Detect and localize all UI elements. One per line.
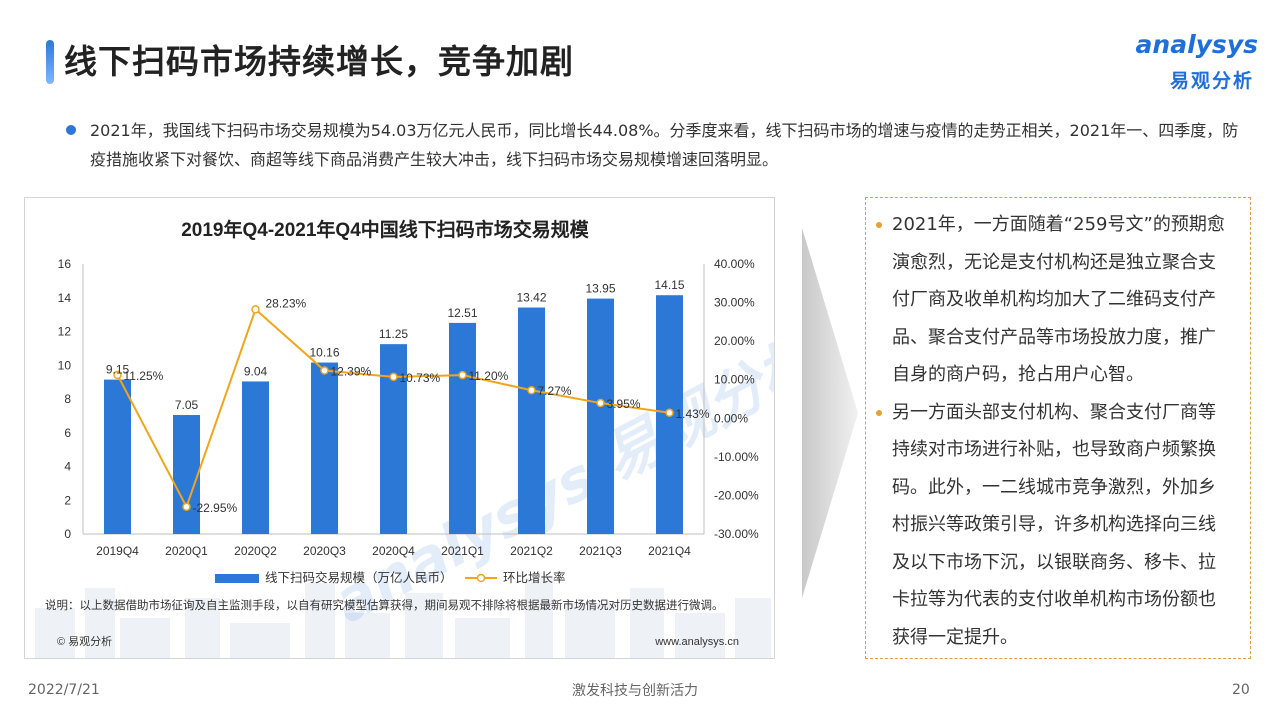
bullet-dot-icon [876, 222, 882, 228]
growth-value-label: 7.27% [538, 384, 572, 398]
summary-text: 2021年，我国线下扫码市场交易规模为54.03万亿元人民币，同比增长44.08… [90, 121, 1239, 169]
bar-value-label: 14.15 [654, 278, 684, 292]
bullet-dot-icon [876, 409, 882, 416]
bar-value-label: 12.51 [447, 306, 477, 320]
y2-tick-label: 20.00% [714, 334, 755, 348]
growth-value-label: 1.43% [676, 407, 710, 421]
chart-panel: 2019年Q4-2021年Q4中国线下扫码市场交易规模 analysys 易观分… [24, 197, 775, 659]
bar-value-label: 9.15 [106, 363, 130, 377]
chart-legend: 线下扫码交易规模（万亿人民币） 环比增长率 [215, 570, 566, 585]
y2-tick-label: -30.00% [714, 527, 759, 541]
legend-bar-label: 线下扫码交易规模（万亿人民币） [265, 570, 453, 585]
y2-tick-label: -10.00% [714, 450, 759, 464]
analysis-bullet-text: 2021年，一方面随着“259号文”的预期愈演愈烈，无论是支付机构还是独立聚合支… [892, 214, 1225, 385]
growth-point-2021Q3 [596, 398, 605, 408]
bar-value-label: 7.05 [175, 398, 199, 412]
bar-2020Q1 [173, 415, 200, 534]
y2-tick-label: 40.00% [714, 257, 755, 271]
analysis-bullet-2: 另一方面头部支付机构、聚合支付厂商等持续对市场进行补贴，也导致商户频繁换码。此外… [876, 394, 1232, 657]
logo-chinese: 易观分析 [1169, 70, 1254, 92]
y-tick-label: 10 [58, 358, 72, 372]
chevron-arrow-icon [802, 228, 858, 598]
analysis-panel: 2021年，一方面随着“259号文”的预期愈演愈烈，无论是支付机构还是独立聚合支… [865, 197, 1251, 659]
bar-2019Q4 [104, 379, 131, 534]
x-tick-label: 2021Q3 [579, 544, 622, 558]
chart-website: www.analysys.cn [654, 636, 739, 648]
city-skyline-decoration [35, 578, 771, 658]
page-title: 线下扫码市场持续增长，竞争加剧 [64, 42, 574, 81]
title-accent-bar [46, 40, 54, 84]
growth-value-label: 3.95% [607, 397, 641, 411]
chart-note: 说明：以上数据借助市场征询及自主监测手段，以自有研究模型估算获得，期间易观不排除… [45, 600, 724, 612]
growth-value-label: 28.23% [266, 296, 307, 310]
chart-title: 2019年Q4-2021年Q4中国线下扫码市场交易规模 [181, 218, 590, 241]
x-tick-label: 2020Q1 [165, 544, 208, 558]
legend-bar-swatch [215, 574, 259, 583]
y-tick-label: 2 [64, 493, 71, 507]
growth-value-label: 11.20% [469, 369, 509, 383]
bar-value-label: 9.04 [244, 364, 268, 378]
y-tick-label: 0 [64, 527, 71, 541]
bar-value-label: 13.42 [516, 291, 546, 305]
x-tick-label: 2019Q4 [96, 544, 139, 558]
logo-wordmark: analysys [1135, 30, 1258, 59]
y-tick-label: 16 [58, 257, 72, 271]
growth-point-2021Q4 [665, 408, 674, 418]
analysis-bullet-1: 2021年，一方面随着“259号文”的预期愈演愈烈，无论是支付机构还是独立聚合支… [876, 206, 1232, 394]
bar-2021Q2 [518, 307, 545, 534]
y-tick-label: 12 [58, 325, 72, 339]
bar-2021Q1 [449, 322, 476, 534]
x-tick-label: 2020Q3 [303, 544, 346, 558]
footer-date: 2022/7/21 [28, 682, 100, 698]
x-tick-label: 2020Q4 [372, 544, 415, 558]
bullet-dot-icon [66, 125, 76, 135]
y2-tick-label: -20.00% [714, 488, 759, 502]
y-tick-label: 4 [64, 460, 71, 474]
bar-2021Q3 [587, 298, 614, 534]
brand-logo: analysys 易观分析 [1118, 30, 1258, 96]
bar-2020Q2 [242, 381, 269, 534]
bar-2020Q3 [311, 362, 338, 534]
y-tick-label: 8 [64, 392, 71, 406]
growth-point-2020Q2 [251, 305, 260, 314]
bar-value-label: 10.16 [309, 346, 339, 360]
growth-point-2021Q2 [527, 385, 536, 395]
growth-point-2020Q1 [182, 502, 191, 512]
y2-tick-label: 30.00% [714, 296, 755, 310]
x-tick-label: 2021Q2 [510, 544, 553, 558]
growth-point-2019Q4 [113, 370, 122, 380]
growth-point-2021Q1 [458, 370, 467, 380]
bar-line-chart: 2019年Q4-2021年Q4中国线下扫码市场交易规模 analysys 易观分… [45, 218, 774, 648]
x-tick-label: 2021Q4 [648, 544, 691, 558]
y2-tick-label: 0.00% [714, 411, 748, 425]
page-number: 20 [1232, 682, 1250, 698]
bar-value-label: 11.25 [379, 327, 408, 341]
summary-paragraph: 2021年，我国线下扫码市场交易规模为54.03万亿元人民币，同比增长44.08… [66, 116, 1246, 174]
legend-line-label: 环比增长率 [503, 570, 566, 585]
y2-tick-label: 10.00% [714, 373, 755, 387]
growth-point-2020Q3 [320, 366, 329, 375]
growth-point-2020Q4 [389, 372, 398, 382]
footer-slogan: 激发科技与创新活力 [572, 683, 698, 699]
analysis-bullet-text: 另一方面头部支付机构、聚合支付厂商等持续对市场进行补贴，也导致商户频繁换码。此外… [892, 401, 1216, 648]
growth-value-label: -22.95% [193, 501, 238, 515]
y-tick-label: 6 [64, 426, 71, 440]
growth-value-label: 12.39% [331, 364, 372, 378]
x-tick-label: 2021Q1 [441, 544, 484, 558]
y-tick-label: 14 [58, 291, 72, 305]
growth-value-label: 10.73% [400, 371, 441, 385]
growth-value-label: 11.25% [124, 369, 164, 383]
x-tick-label: 2020Q2 [234, 544, 277, 558]
chart-copyright: © 易观分析 [57, 634, 112, 648]
bar-value-label: 13.95 [585, 282, 615, 296]
legend-line-marker [476, 573, 486, 583]
